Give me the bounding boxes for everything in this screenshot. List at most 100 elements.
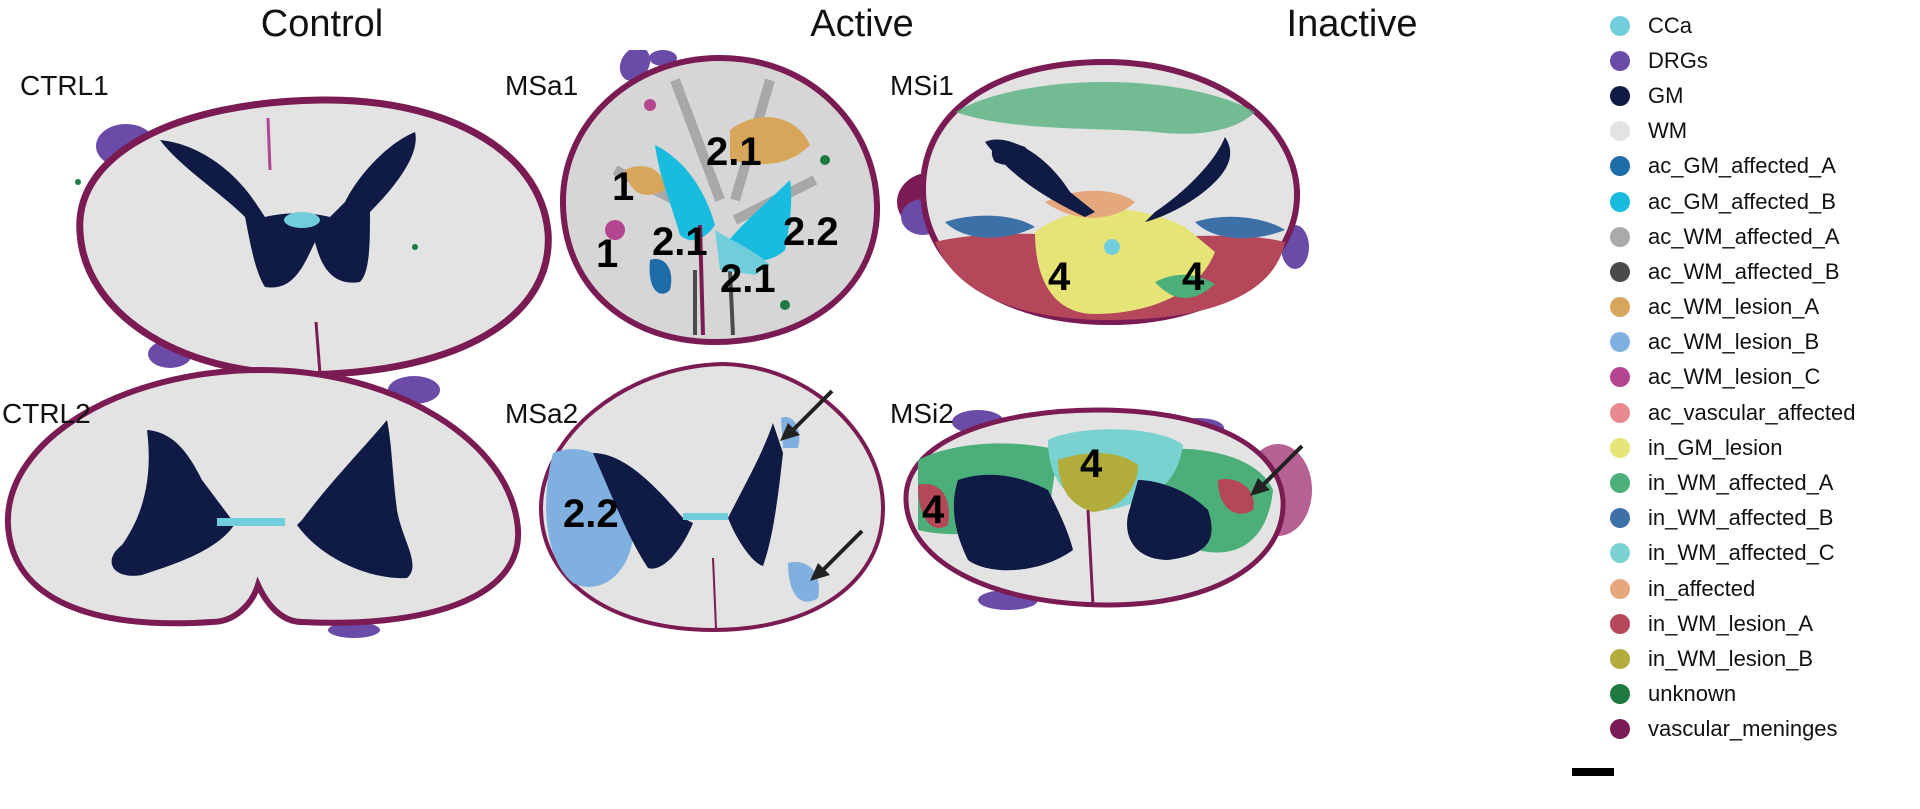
region-label: 4: [1048, 255, 1071, 299]
legend-label: vascular_meninges: [1648, 716, 1838, 742]
legend-label: WM: [1648, 118, 1688, 144]
region-label: 4: [1080, 442, 1103, 486]
legend-swatch-icon: [1610, 684, 1630, 705]
legend-swatch-icon: [1610, 121, 1630, 142]
region-label: 1: [612, 165, 635, 209]
arrow-icon: [780, 389, 834, 441]
section-msa2: [533, 358, 893, 638]
legend-swatch-icon: [1610, 297, 1630, 318]
column-header-inactive: Inactive: [1286, 3, 1418, 45]
legend-label: ac_GM_affected_B: [1648, 188, 1836, 214]
legend-label: in_WM_affected_A: [1648, 470, 1834, 496]
legend-item: in_WM_affected_C: [1610, 536, 1920, 571]
section-msa1: [555, 50, 885, 350]
legend-item: in_affected: [1610, 571, 1920, 606]
legend-swatch-icon: [1610, 156, 1630, 177]
gray-matter: [297, 420, 413, 579]
legend-swatch-icon: [1610, 508, 1630, 529]
legend-label: in_WM_lesion_A: [1648, 610, 1814, 636]
legend-label: CCa: [1648, 12, 1693, 38]
sample-label-msa1: MSa1: [505, 70, 579, 101]
legend-swatch-icon: [1610, 50, 1630, 71]
legend-swatch-icon: [1610, 648, 1630, 669]
legend-label: in_WM_affected_B: [1648, 505, 1834, 531]
legend-swatch-icon: [1610, 578, 1630, 599]
legend-swatch-icon: [1610, 191, 1630, 212]
legend-item: ac_vascular_affected: [1610, 395, 1920, 430]
legend-label: ac_WM_lesion_C: [1648, 364, 1821, 390]
column-header-control: Control: [260, 3, 384, 45]
legend-swatch-icon: [1610, 367, 1630, 388]
gray-matter: [160, 132, 416, 288]
legend-item: DRGs: [1610, 43, 1920, 78]
central-canal: [217, 518, 285, 526]
legend-swatch-icon: [1610, 226, 1630, 247]
legend-item: WM: [1610, 114, 1920, 149]
legend-swatch-icon: [1610, 85, 1630, 106]
region-label: 4: [922, 488, 945, 532]
legend-item: ac_GM_affected_B: [1610, 184, 1920, 219]
legend-label: unknown: [1648, 681, 1737, 707]
legend-item: ac_WM_lesion_B: [1610, 325, 1920, 360]
legend-item: in_WM_affected_B: [1610, 501, 1920, 536]
legend-swatch-icon: [1610, 473, 1630, 494]
legend-label: ac_WM_lesion_A: [1648, 294, 1820, 320]
region-label: 2.2: [783, 210, 839, 254]
legend-item: ac_WM_lesion_A: [1610, 290, 1920, 325]
legend-label: ac_vascular_affected: [1648, 399, 1856, 425]
legend-swatch-icon: [1610, 543, 1630, 564]
legend-swatch-icon: [1610, 332, 1630, 353]
legend-label: ac_GM_affected_A: [1648, 153, 1836, 179]
region-label: 2.2: [563, 492, 619, 536]
legend-label: DRGs: [1648, 47, 1708, 73]
section-ctrl1: [70, 92, 570, 382]
section-ctrl2: [2, 360, 527, 645]
section-msi2: [898, 400, 1318, 620]
region-label: 2.1: [720, 257, 776, 301]
legend-item: ac_WM_affected_A: [1610, 219, 1920, 254]
sample-label-ctrl1: CTRL1: [20, 70, 109, 101]
section-msi1: [895, 52, 1315, 332]
legend-label: GM: [1648, 82, 1684, 108]
legend-item: in_WM_lesion_A: [1610, 606, 1920, 641]
legend: CCa DRGs GM WM ac_GM_affected_A ac_GM_affecte…: [1610, 8, 1920, 747]
legend-item: vascular_meninges: [1610, 712, 1920, 747]
legend-label: ac_WM_affected_A: [1648, 223, 1840, 249]
legend-label: in_WM_affected_C: [1648, 540, 1835, 566]
region-label: 2.1: [706, 130, 762, 174]
arrow-icon: [1250, 444, 1304, 496]
scale-bar: [1572, 768, 1614, 776]
legend-swatch-icon: [1610, 437, 1630, 458]
column-header-active: Active: [810, 3, 914, 45]
legend-item: ac_WM_affected_B: [1610, 254, 1920, 289]
legend-label: in_affected: [1648, 575, 1756, 601]
region-label: 4: [1182, 255, 1205, 299]
legend-swatch-icon: [1610, 261, 1630, 282]
legend-item: in_WM_lesion_B: [1610, 641, 1920, 676]
sample-label-msa2: MSa2: [505, 398, 579, 429]
region-label: 2.1: [652, 220, 708, 264]
legend-label: in_WM_lesion_B: [1648, 645, 1814, 671]
region-label: 1: [596, 232, 619, 276]
legend-swatch-icon: [1610, 402, 1630, 423]
legend-item: ac_GM_affected_A: [1610, 149, 1920, 184]
legend-item: ac_WM_lesion_C: [1610, 360, 1920, 395]
sample-label-msi2: MSi2: [890, 398, 954, 429]
drg-blob: [328, 622, 380, 638]
legend-label: in_GM_lesion: [1648, 434, 1783, 460]
gray-matter: [111, 430, 237, 576]
legend-swatch-icon: [1610, 15, 1630, 36]
legend-swatch-icon: [1610, 613, 1630, 634]
legend-item: in_WM_affected_A: [1610, 465, 1920, 500]
legend-item: unknown: [1610, 677, 1920, 712]
legend-label: ac_WM_lesion_B: [1648, 329, 1820, 355]
legend-item: GM: [1610, 78, 1920, 113]
arrow-icon: [810, 529, 864, 581]
legend-item: in_GM_lesion: [1610, 430, 1920, 465]
legend-swatch-icon: [1610, 719, 1630, 740]
sample-label-msi1: MSi1: [890, 70, 954, 101]
central-canal: [284, 212, 320, 228]
legend-item: CCa: [1610, 8, 1920, 43]
sample-label-ctrl2: CTRL2: [2, 398, 91, 429]
